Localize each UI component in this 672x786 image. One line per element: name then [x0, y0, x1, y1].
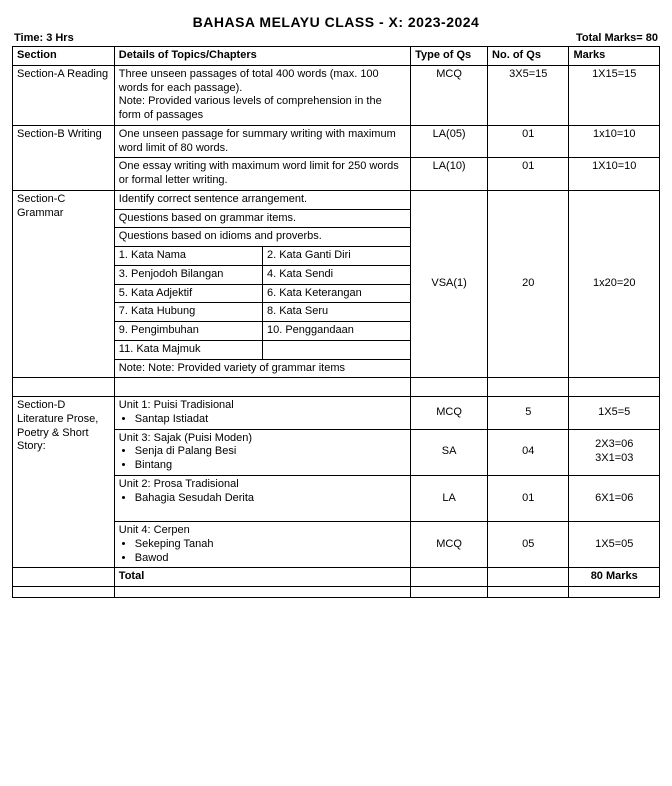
cell-type: VSA(1) — [411, 190, 488, 378]
cell-details: Three unseen passages of total 400 words… — [114, 65, 410, 125]
gram-5a: 9. Pengimbuhan — [115, 322, 263, 341]
cell-details: Unit 1: Puisi Tradisional Santap Istiada… — [114, 397, 410, 430]
row-section-c: Section-C Grammar Identify correct sente… — [13, 190, 660, 378]
th-details: Details of Topics/Chapters — [114, 47, 410, 66]
row-section-b1: Section-B Writing One unseen passage for… — [13, 125, 660, 158]
cell-noqs: 5 — [488, 397, 569, 430]
gram-5b: 10. Penggandaan — [262, 322, 410, 341]
gram-r2: Questions based on grammar items. — [115, 209, 410, 228]
gram-2b: 4. Kata Sendi — [262, 265, 410, 284]
u2-b1: Bahagia Sesudah Derita — [135, 492, 406, 506]
u1-b1: Santap Istiadat — [135, 413, 406, 427]
cell-details: One essay writing with maximum word limi… — [114, 158, 410, 191]
gram-1a: 1. Kata Nama — [115, 247, 263, 266]
grammar-inner-table: Identify correct sentence arrangement. Q… — [115, 191, 410, 378]
page-title: BAHASA MELAYU CLASS - X: 2023-2024 — [12, 14, 660, 30]
cell-noqs: 3X5=15 — [488, 65, 569, 125]
cell-section: Section-C Grammar — [13, 190, 115, 378]
cell-marks: 1x20=20 — [569, 190, 660, 378]
u2-title: Unit 2: Prosa Tradisional — [119, 478, 239, 490]
u3-b1: Senja di Palang Besi — [135, 445, 406, 459]
cell-type: SA — [411, 429, 488, 475]
cell-noqs: 20 — [488, 190, 569, 378]
u3-marks-2: 3X1=03 — [573, 452, 655, 466]
gram-r3: Questions based on idioms and proverbs. — [115, 228, 410, 247]
row-section-a: Section-A Reading Three unseen passages … — [13, 65, 660, 125]
gram-4a: 7. Kata Hubung — [115, 303, 263, 322]
cell-type: LA — [411, 475, 488, 521]
cell-type: MCQ — [411, 65, 488, 125]
table-header: Section Details of Topics/Chapters Type … — [13, 47, 660, 66]
row-section-d-u1: Section-D Literature Prose, Poetry & Sho… — [13, 397, 660, 430]
syllabus-table: Section Details of Topics/Chapters Type … — [12, 46, 660, 598]
cell-noqs: 05 — [488, 522, 569, 568]
u3-b2: Bintang — [135, 459, 406, 473]
cell-marks: 1X5=05 — [569, 522, 660, 568]
gram-6b — [262, 340, 410, 359]
cell-details: Unit 4: Cerpen Sekeping Tanah Bawod — [114, 522, 410, 568]
gram-6a: 11. Kata Majmuk — [115, 340, 263, 359]
cell-details: Identify correct sentence arrangement. Q… — [114, 190, 410, 378]
total-marks: 80 Marks — [569, 568, 660, 587]
u3-marks-1: 2X3=06 — [573, 438, 655, 452]
gram-3b: 6. Kata Keterangan — [262, 284, 410, 303]
cell-section: Section-B Writing — [13, 125, 115, 190]
cell-type: MCQ — [411, 522, 488, 568]
header-row: Time: 3 Hrs Total Marks= 80 — [12, 32, 660, 46]
u3-title: Unit 3: Sajak (Puisi Moden) — [119, 432, 252, 444]
gram-4b: 8. Kata Seru — [262, 303, 410, 322]
gram-note: Note: Note: Provided variety of grammar … — [115, 359, 410, 377]
cell-type: LA(10) — [411, 158, 488, 191]
th-section: Section — [13, 47, 115, 66]
row-spacer — [13, 378, 660, 397]
cell-section: Section-D Literature Prose, Poetry & Sho… — [13, 397, 115, 568]
cell-details: One unseen passage for summary writing w… — [114, 125, 410, 158]
gram-1b: 2. Kata Ganti Diri — [262, 247, 410, 266]
cell-section: Section-A Reading — [13, 65, 115, 125]
cell-marks: 2X3=06 3X1=03 — [569, 429, 660, 475]
cell-details: Unit 3: Sajak (Puisi Moden) Senja di Pal… — [114, 429, 410, 475]
time-label: Time: 3 Hrs — [14, 32, 74, 44]
gram-r1: Identify correct sentence arrangement. — [115, 191, 410, 209]
cell-marks: 1x10=10 — [569, 125, 660, 158]
cell-noqs: 01 — [488, 125, 569, 158]
cell-marks: 1X5=5 — [569, 397, 660, 430]
total-label: Total — [114, 568, 410, 587]
u4-b1: Sekeping Tanah — [135, 538, 406, 552]
cell-details: Unit 2: Prosa Tradisional Bahagia Sesuda… — [114, 475, 410, 521]
marks-label: Total Marks= 80 — [576, 32, 658, 44]
u1-title: Unit 1: Puisi Tradisional — [119, 399, 234, 411]
cell-marks: 1X15=15 — [569, 65, 660, 125]
cell-marks: 6X1=06 — [569, 475, 660, 521]
cell-noqs: 01 — [488, 158, 569, 191]
row-trailing — [13, 587, 660, 598]
cell-noqs: 01 — [488, 475, 569, 521]
th-type: Type of Qs — [411, 47, 488, 66]
gram-3a: 5. Kata Adjektif — [115, 284, 263, 303]
u4-title: Unit 4: Cerpen — [119, 524, 190, 536]
cell-marks: 1X10=10 — [569, 158, 660, 191]
row-total: Total 80 Marks — [13, 568, 660, 587]
th-marks: Marks — [569, 47, 660, 66]
cell-noqs: 04 — [488, 429, 569, 475]
cell-type: MCQ — [411, 397, 488, 430]
cell-type: LA(05) — [411, 125, 488, 158]
th-noqs: No. of Qs — [488, 47, 569, 66]
u4-b2: Bawod — [135, 552, 406, 566]
gram-2a: 3. Penjodoh Bilangan — [115, 265, 263, 284]
